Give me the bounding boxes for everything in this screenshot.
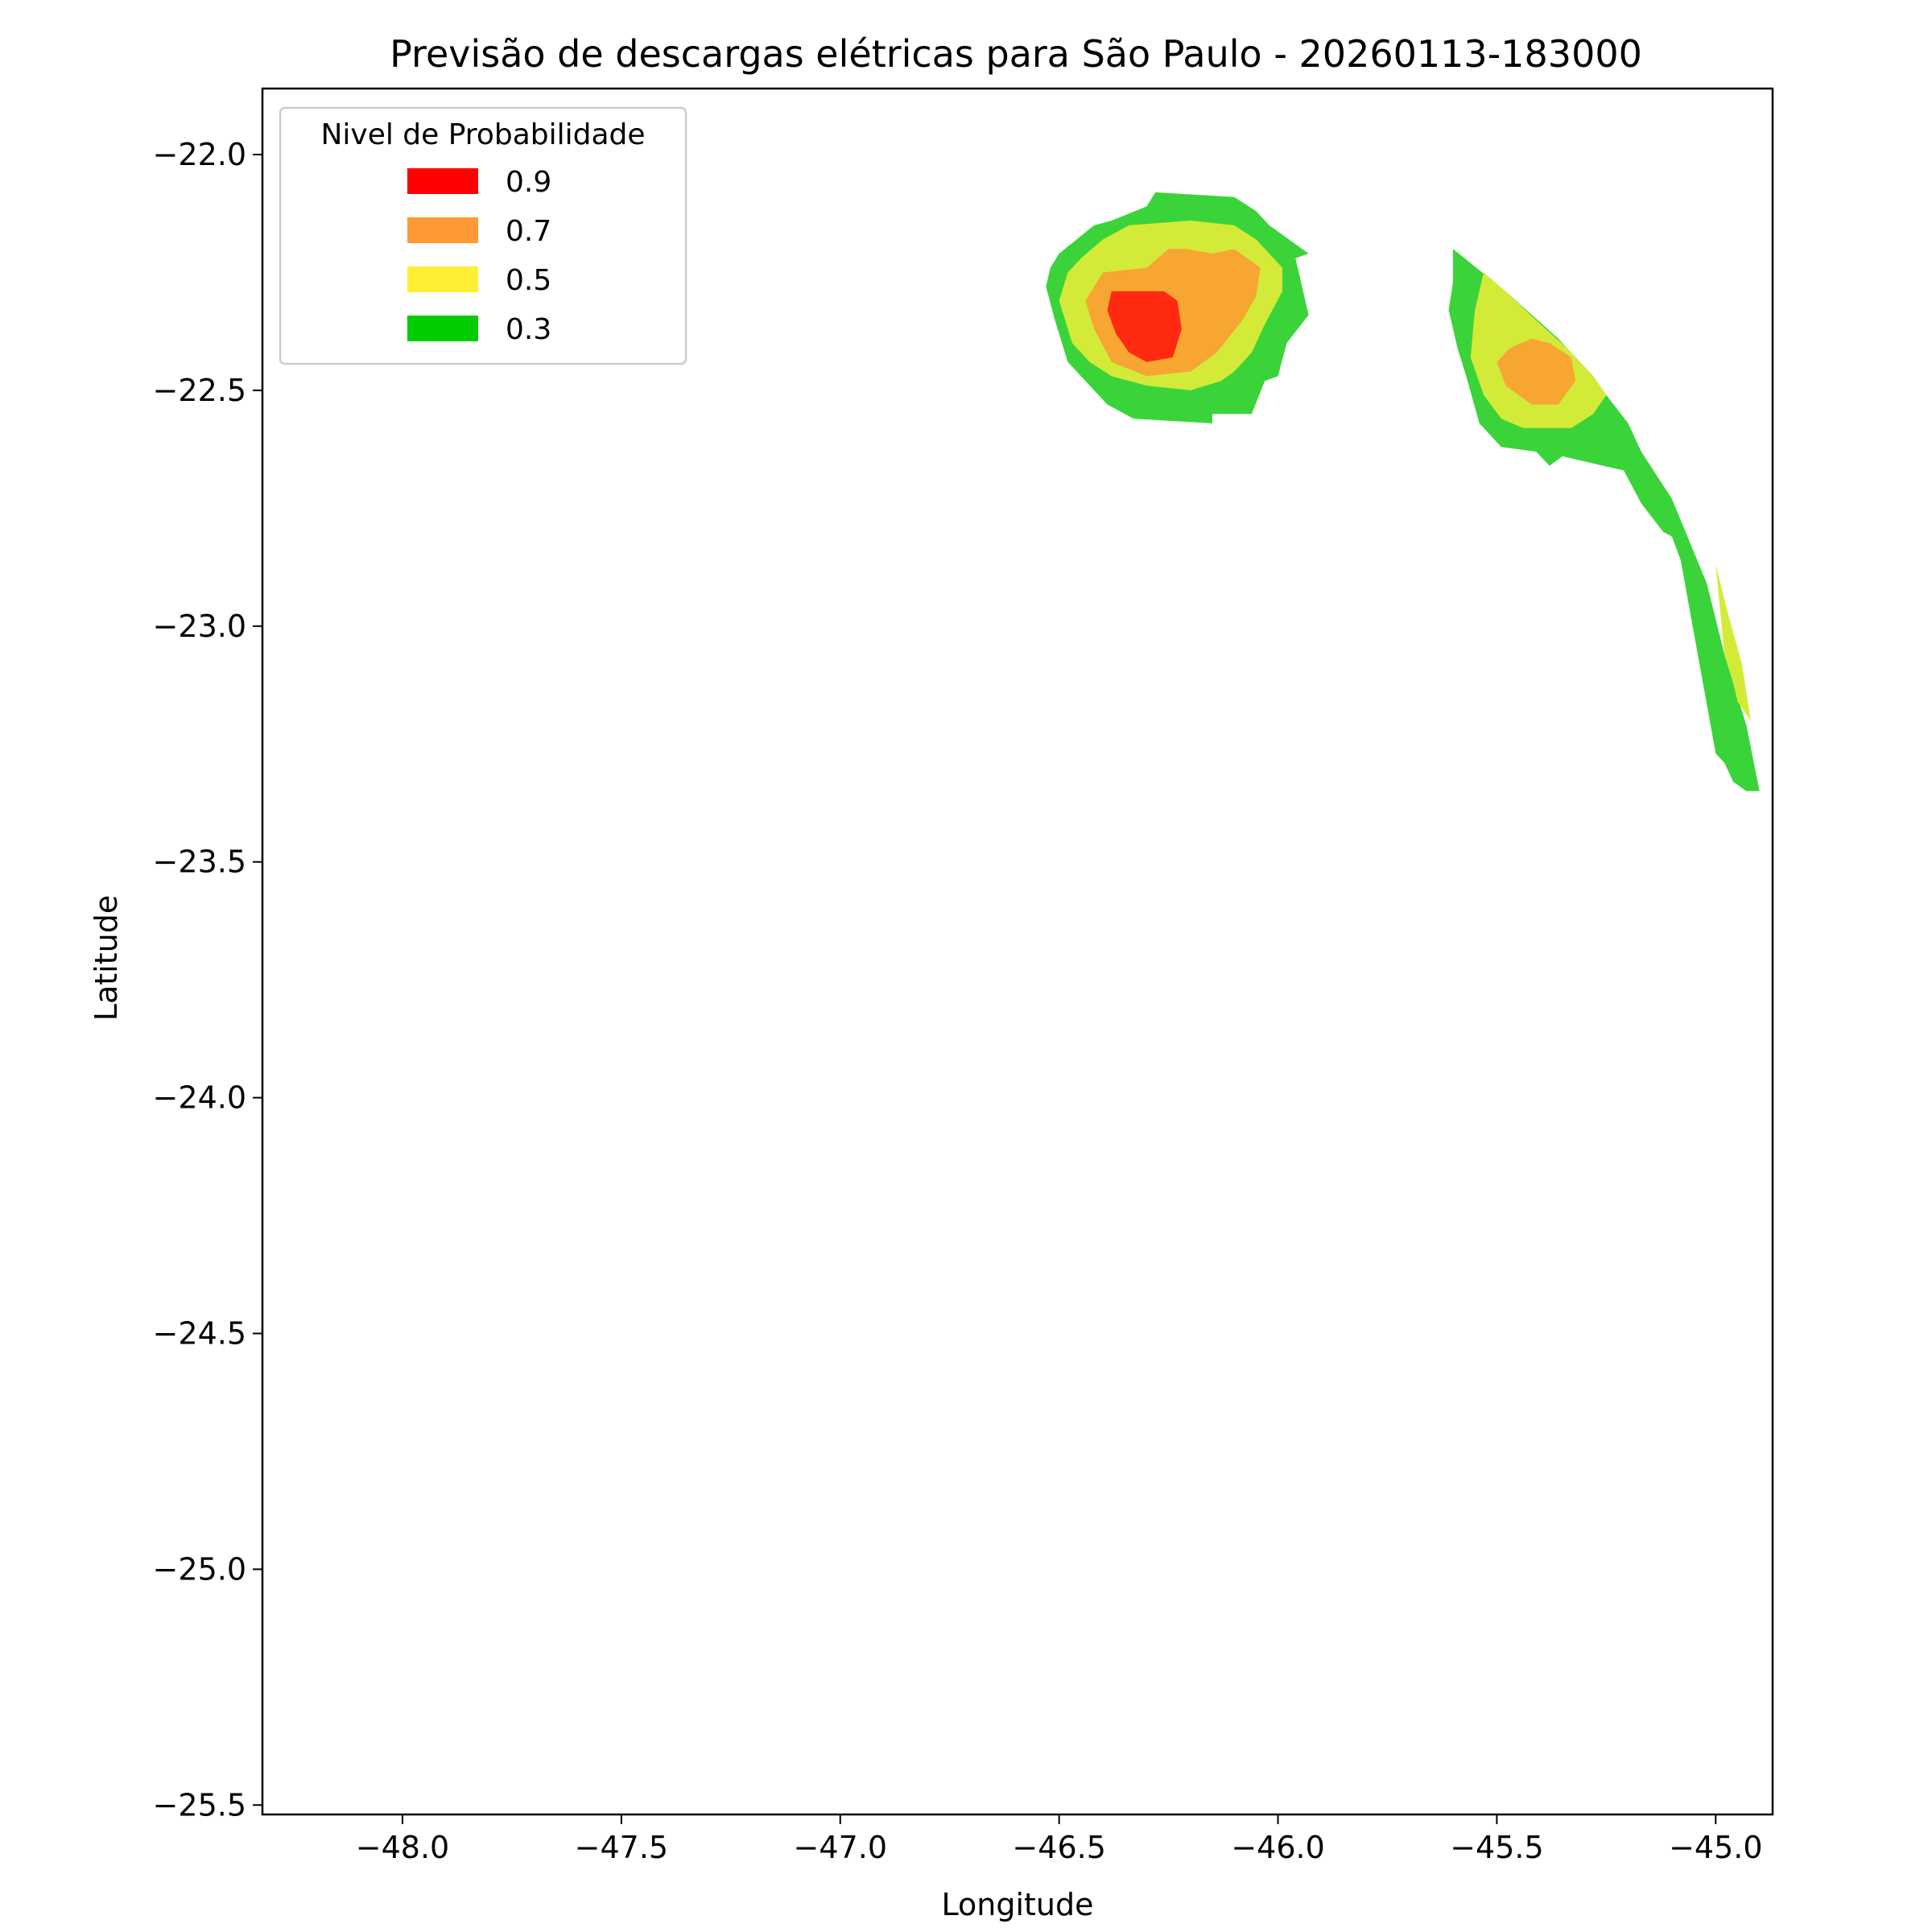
contour-layers (1046, 192, 1760, 791)
x-axis-ticks: −48.0 −47.5 −47.0 −46.5 −46.0 −45.5 −45.0 (356, 1814, 1763, 1865)
legend-title: Nivel de Probabilidade (320, 118, 645, 151)
y-tick-label: −24.0 (153, 1080, 246, 1116)
y-tick-label: −25.0 (153, 1551, 246, 1587)
legend-swatch-09 (407, 168, 478, 194)
y-tick-label: −24.5 (153, 1315, 246, 1351)
y-axis-label: Latitude (89, 895, 124, 1021)
x-axis-label: Longitude (942, 1887, 1094, 1922)
legend-label-09: 0.9 (506, 166, 551, 199)
x-tick-label: −47.0 (794, 1830, 887, 1865)
y-tick-label: −22.5 (153, 373, 246, 408)
y-axis-ticks: −22.0 −22.5 −23.0 −23.5 −24.0 −24.5 −25.0 −25.5 (153, 137, 262, 1823)
x-tick-label: −48.0 (356, 1830, 449, 1865)
legend-label-03: 0.3 (506, 313, 551, 346)
y-tick-label: −22.0 (153, 137, 246, 172)
contour-level-09-region-0 (1107, 291, 1182, 362)
legend: Nivel de Probabilidade 0.9 0.7 0.5 0.3 (279, 106, 687, 365)
contour-level-05-region-2 (1715, 564, 1751, 720)
x-tick-label: −46.5 (1012, 1830, 1105, 1865)
plot-frame (261, 87, 1774, 1816)
chart-title: Previsão de descargas elétricas para São… (390, 32, 1642, 76)
contour-level-07-region-1 (1496, 338, 1576, 405)
x-tick-label: −45.5 (1450, 1830, 1543, 1865)
legend-entries: 0.9 0.7 0.5 0.3 (407, 166, 551, 346)
x-tick-label: −47.5 (575, 1830, 668, 1865)
legend-swatch-07 (407, 217, 478, 243)
legend-swatch-05 (407, 266, 478, 292)
legend-label-05: 0.5 (506, 264, 551, 297)
x-tick-label: −46.0 (1231, 1830, 1324, 1865)
legend-label-07: 0.7 (506, 215, 551, 248)
y-tick-label: −25.5 (153, 1787, 246, 1823)
y-tick-label: −23.5 (153, 844, 246, 880)
x-tick-label: −45.0 (1669, 1830, 1762, 1865)
legend-swatch-03 (407, 316, 478, 341)
legend-box (279, 106, 687, 365)
y-tick-label: −23.0 (153, 609, 246, 644)
